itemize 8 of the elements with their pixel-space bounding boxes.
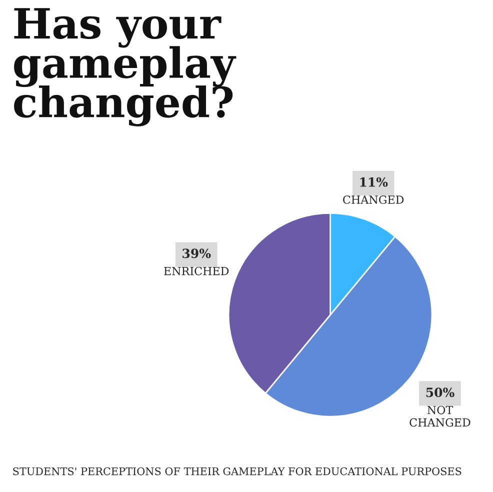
- text: STUDENTS' PERCEPTIONS OF THEIR GAMEPLAY FOR EDUCATIONAL PURPOSES: [13, 467, 462, 476]
- slice-label: NOT CHANGED: [410, 406, 470, 427]
- data-label: 11%: [360, 177, 388, 187]
- chart-title: Has your gameplay changed?: [14, 8, 236, 126]
- slice-label: ENRICHED: [164, 266, 229, 276]
- data-label: 39%: [182, 248, 211, 258]
- data-label: 50%: [426, 388, 454, 398]
- slice-label: CHANGED: [343, 195, 404, 204]
